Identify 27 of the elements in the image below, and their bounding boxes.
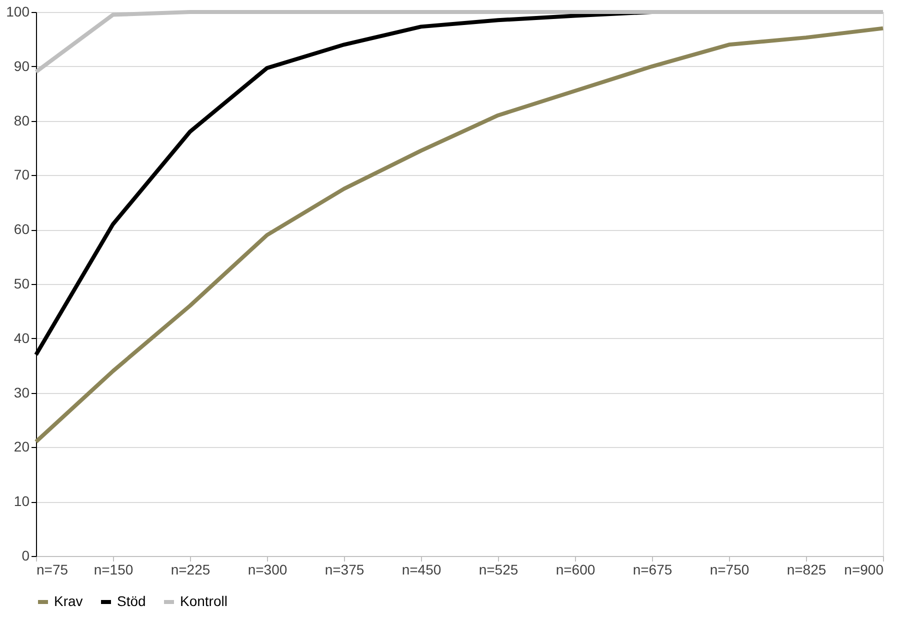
x-tick-label: n=225 [170, 562, 210, 578]
x-tick-label: n=525 [478, 562, 518, 578]
legend-label: Kontroll [180, 593, 228, 609]
y-tick-label: 30 [14, 384, 30, 400]
y-tick-label: 0 [22, 548, 30, 564]
y-tick-label: 70 [14, 166, 30, 183]
y-tick-label: 90 [14, 58, 30, 74]
y-tick-label: 20 [14, 438, 30, 455]
y-tick-label: 50 [14, 276, 30, 292]
x-tick-label: n=900 [844, 562, 884, 578]
x-tick-label: n=750 [710, 562, 750, 578]
x-tick-label: n=600 [556, 562, 596, 578]
legend-label: Stöd [117, 593, 146, 609]
y-tick-label: 40 [14, 330, 30, 346]
x-tick-label: n=825 [786, 562, 826, 578]
x-tick-label: n=150 [94, 562, 134, 578]
x-tick-label: n=450 [402, 562, 442, 578]
x-tick-label: n=375 [324, 562, 364, 578]
y-tick-label: 10 [14, 493, 30, 510]
legend-label: Krav [54, 593, 83, 609]
y-tick-label: 60 [14, 221, 30, 238]
x-tick-label: n=675 [632, 562, 672, 578]
x-tick-label: n=300 [248, 562, 288, 578]
y-tick-label: 80 [14, 112, 30, 128]
line-series [34, 26, 885, 444]
y-tick-label: 100 [6, 4, 30, 20]
x-tick-label: n=75 [36, 562, 68, 578]
